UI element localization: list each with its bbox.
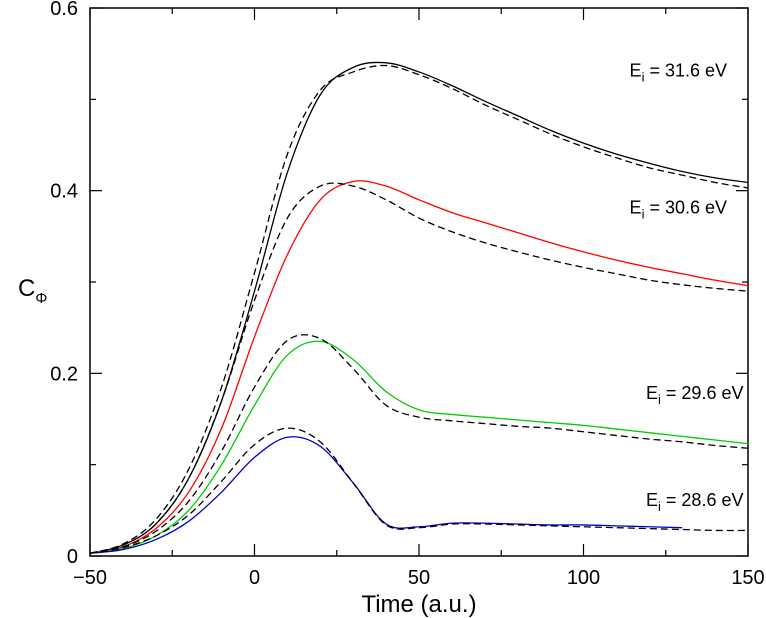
plot-frame — [89, 7, 749, 557]
series-line-5 — [89, 340, 749, 554]
x-tick-label: 100 — [567, 567, 600, 589]
x-tick-label: 150 — [731, 567, 764, 589]
energy-label-1: Ei = 31.6 eV — [630, 61, 727, 85]
energy-label-2: Ei = 30.6 eV — [630, 198, 727, 222]
energy-label-main: E — [646, 383, 658, 403]
y-tick-label: 0.2 — [50, 363, 78, 385]
series-line-1 — [89, 61, 749, 554]
x-tick-label: 50 — [408, 567, 430, 589]
energy-label-sub: i — [642, 207, 645, 222]
energy-label-value: = 29.6 eV — [661, 383, 744, 403]
energy-label-main: E — [646, 490, 658, 510]
energy-label-4: Ei = 28.6 eV — [646, 490, 743, 514]
x-tick-label: 0 — [249, 567, 260, 589]
energy-label-value: = 31.6 eV — [644, 61, 727, 81]
axis-ticks — [89, 7, 749, 557]
series-lines — [89, 61, 749, 554]
energy-label-sub: i — [642, 70, 645, 85]
series-line-8 — [89, 427, 749, 554]
y-tick-label: 0.4 — [50, 181, 78, 203]
y-tick-label: 0.6 — [50, 0, 78, 20]
series-line-2 — [89, 64, 749, 554]
x-axis-title: Time (a.u.) — [361, 591, 476, 618]
y-axis-title: CΦ — [18, 275, 47, 307]
series-line-6 — [89, 334, 749, 554]
energy-label-value: = 28.6 eV — [661, 490, 744, 510]
y-axis-title-main: C — [18, 275, 35, 302]
energy-label-sub: i — [658, 392, 661, 407]
energy-label-3: Ei = 29.6 eV — [646, 383, 743, 407]
energy-label-sub: i — [658, 499, 661, 514]
energy-label-main: E — [630, 198, 642, 218]
energy-label-value: = 30.6 eV — [644, 198, 727, 218]
series-line-7 — [89, 436, 683, 554]
series-line-4 — [89, 182, 749, 554]
y-axis-title-subscript: Φ — [35, 290, 47, 307]
y-tick-label: 0 — [67, 546, 78, 568]
series-line-3 — [89, 180, 749, 554]
energy-label-main: E — [630, 61, 642, 81]
x-tick-label: −50 — [73, 567, 107, 589]
